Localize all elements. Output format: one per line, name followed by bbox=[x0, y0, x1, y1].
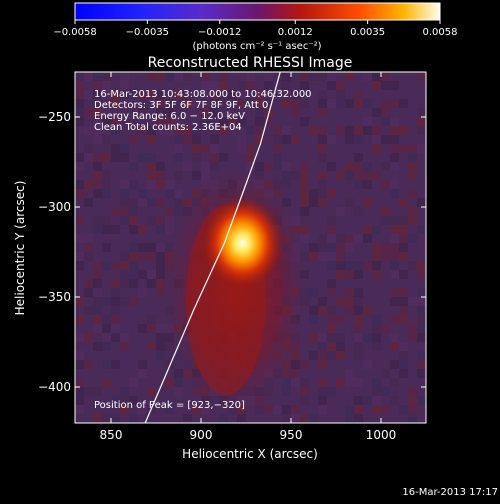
x-tick-label: 1000 bbox=[366, 428, 397, 442]
plot-image bbox=[75, 72, 426, 423]
colorbar-ticks: −0.0058 −0.0035 −0.0012 0.0012 0.0035 0.0058 bbox=[53, 20, 458, 38]
x-tick-label: 850 bbox=[100, 428, 123, 442]
y-axis-label: Heliocentric Y (arcsec) bbox=[13, 181, 27, 316]
annotation-energy: Energy Range: 6.0 − 12.0 keV bbox=[94, 111, 245, 122]
y-tick-label: −300 bbox=[38, 200, 71, 214]
chart-title: Reconstructed RHESSI Image bbox=[148, 55, 353, 71]
x-tick-label: 950 bbox=[280, 428, 303, 442]
colorbar-tick-label: −0.0035 bbox=[126, 27, 169, 38]
annotation-time: 16-Mar-2013 10:43:08.000 to 10:46:32.000 bbox=[94, 89, 312, 100]
colorbar-tick-label: 0.0058 bbox=[423, 27, 458, 38]
annotation-detectors: Detectors: 3F 5F 6F 7F 8F 9F, Att 0 bbox=[94, 100, 268, 111]
y-axis-ticks: −250 −300 −350 −400 bbox=[38, 110, 426, 394]
solar-limb-line bbox=[144, 72, 281, 423]
plot-frame bbox=[74, 71, 427, 424]
colorbar-tick-label: −0.0012 bbox=[198, 27, 241, 38]
peak-source bbox=[200, 195, 285, 291]
annotation-block: 16-Mar-2013 10:43:08.000 to 10:46:32.000… bbox=[94, 89, 312, 133]
x-axis-label: Heliocentric X (arcsec) bbox=[182, 447, 318, 461]
colorbar bbox=[74, 2, 441, 21]
y-tick-label: −400 bbox=[38, 380, 71, 394]
colorbar-label: (photons cm⁻² s⁻¹ asec⁻²) bbox=[192, 41, 321, 52]
peak-position-label: Position of Peak = [923,−320] bbox=[94, 400, 245, 411]
colorbar-tick-label: −0.0058 bbox=[53, 27, 96, 38]
x-tick-label: 900 bbox=[190, 428, 213, 442]
footer-timestamp: 16-Mar-2013 17:17 bbox=[402, 487, 498, 498]
colorbar-tick-label: 0.0012 bbox=[278, 27, 313, 38]
colorbar-tick-label: 0.0035 bbox=[350, 27, 385, 38]
annotation-counts: Clean Total counts: 2.36E+04 bbox=[94, 122, 242, 133]
y-tick-label: −250 bbox=[38, 110, 71, 124]
y-tick-label: −350 bbox=[38, 290, 71, 304]
x-axis-ticks: 850 900 950 1000 bbox=[100, 72, 397, 442]
